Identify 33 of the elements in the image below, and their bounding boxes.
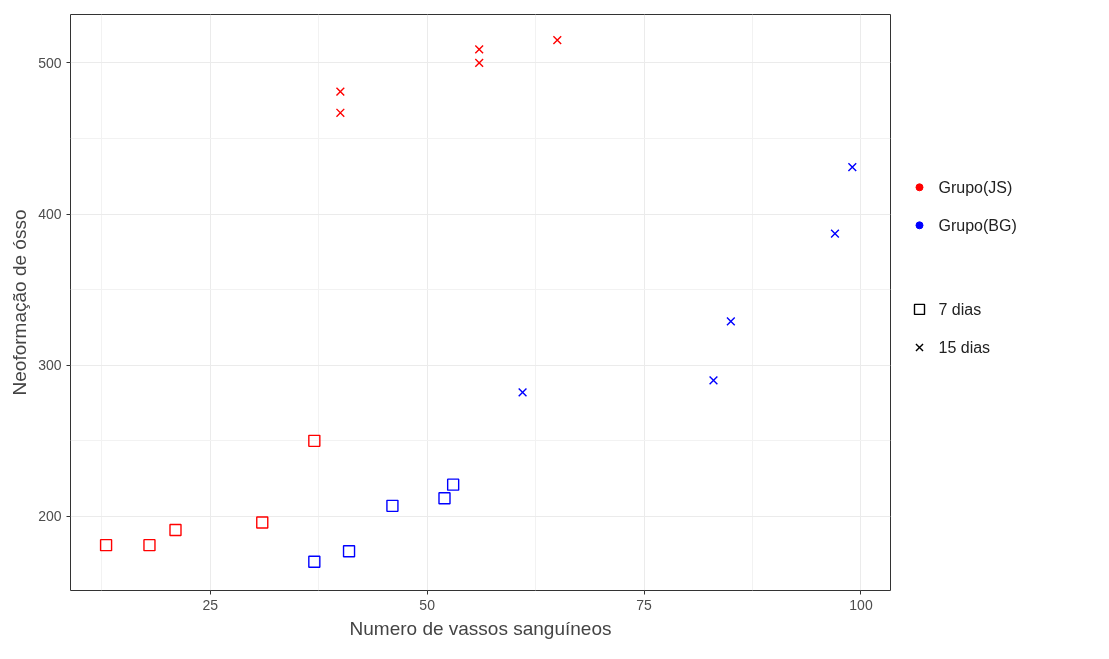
point [386,499,399,513]
point [518,387,528,398]
y-tick-label: 200 [38,508,62,525]
point [335,87,345,97]
point [474,58,484,68]
point [830,229,840,239]
legend-label: 7 dias [938,300,982,318]
y-tick-label: 400 [38,206,62,223]
point [143,538,156,552]
point [446,478,460,491]
point [847,162,857,172]
x-axis-title: Numero de vassos sanguíneos [349,617,612,639]
point [552,35,562,45]
x-tick-label: 75 [636,596,653,613]
point [438,492,451,505]
point [169,523,182,537]
legend-label: Grupo(JS) [938,178,1013,196]
y-tick-label: 300 [38,357,62,374]
point [726,316,736,326]
point [256,516,269,529]
point [342,544,356,558]
x-tick-label: 50 [419,596,436,613]
x-tick-label: 100 [849,596,873,613]
point [308,434,321,448]
x-tick-label: 25 [202,596,219,613]
legend-label: 15 dias [938,338,991,356]
point [335,108,345,118]
point [474,44,484,54]
y-tick-label: 500 [38,54,62,71]
legend-label: Grupo(BG) [938,216,1017,234]
y-axis-title: Neoformação de ósso [9,209,31,396]
point [708,375,719,385]
point [308,555,321,568]
